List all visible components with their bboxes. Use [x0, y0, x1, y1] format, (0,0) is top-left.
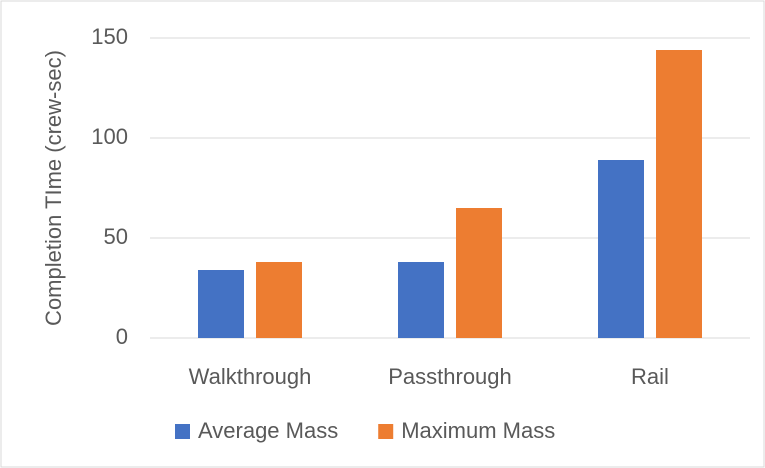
y-axis-title: Completion TIme (crew-sec) — [41, 50, 66, 326]
legend-label: Maximum Mass — [401, 418, 555, 443]
legend-swatch — [378, 424, 394, 439]
x-tick-label: Rail — [631, 364, 669, 389]
x-tick-label: Passthrough — [388, 364, 512, 389]
x-tick-label: Walkthrough — [189, 364, 312, 389]
bar — [198, 270, 244, 338]
y-tick-label: 0 — [116, 324, 128, 349]
y-tick-label: 100 — [91, 124, 128, 149]
legend-swatch — [175, 424, 190, 439]
bar — [256, 262, 302, 338]
bar — [656, 50, 702, 338]
bar — [398, 262, 444, 338]
y-tick-label: 150 — [91, 24, 128, 49]
bar — [456, 208, 502, 338]
y-tick-label: 50 — [104, 224, 128, 249]
legend-label: Average Mass — [198, 418, 338, 443]
bar — [598, 160, 644, 338]
